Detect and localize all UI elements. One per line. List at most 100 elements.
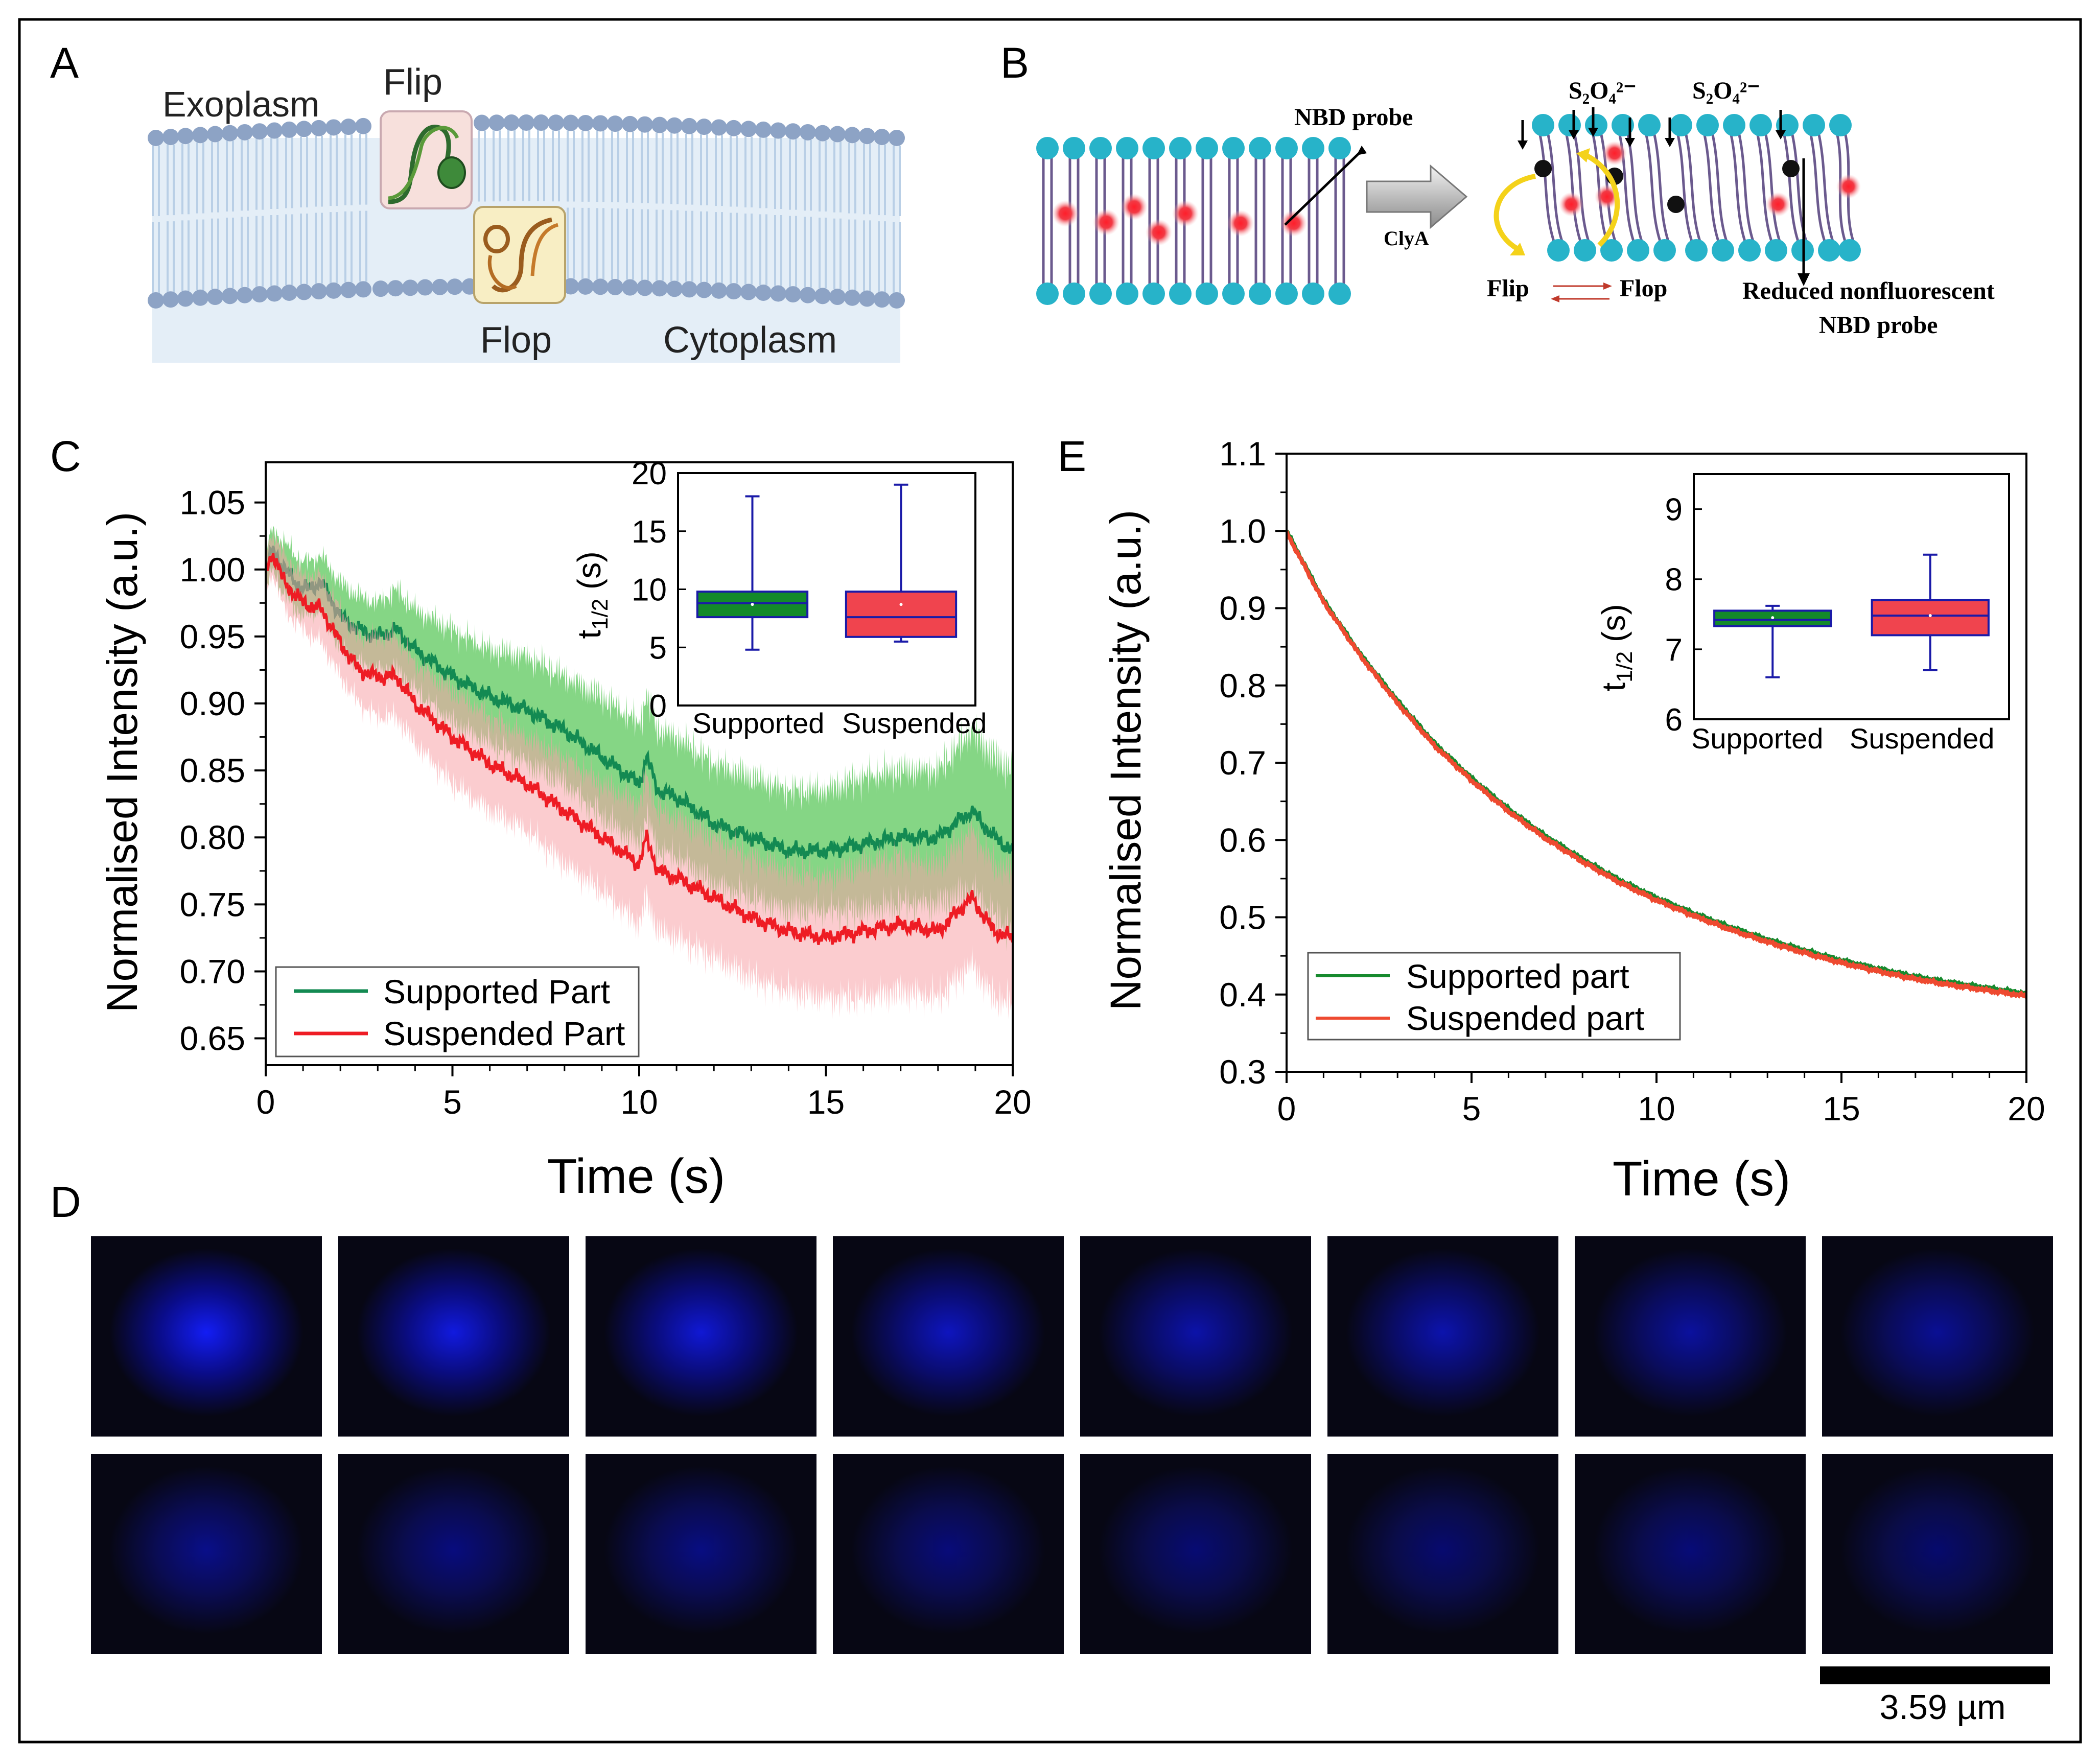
inset-y-tick-label: 7: [1665, 632, 1683, 668]
chart-c-legend-suspended: Suspended Part: [383, 1015, 625, 1052]
lipid-head: [1685, 239, 1708, 262]
microscopy-frame: [91, 1236, 322, 1437]
lipid-head: [1142, 137, 1165, 159]
pore-bilayer: [1532, 114, 1861, 262]
chart-c-legend-supported: Supported Part: [383, 973, 610, 1010]
lipid-head: [325, 282, 342, 299]
lipid-head: [1063, 283, 1085, 305]
lipid-head: [355, 117, 371, 134]
lipid-head: [518, 114, 534, 131]
microscopy-frame: [1327, 1236, 1558, 1437]
chart-e: 0 5 10 15 20 0.3 0.4 0.5 0.6 0.7 0.8 0.9 1.0 1.1 Norm…: [1102, 435, 2045, 1206]
flip-arrow-head: [1551, 295, 1559, 302]
lipid-head: [844, 127, 860, 144]
lipid-head: [1036, 137, 1059, 159]
microscopy-frame: [833, 1454, 1064, 1654]
lipid-head: [1302, 137, 1324, 159]
lipid-head: [814, 125, 831, 142]
nbd-probe: [1172, 200, 1199, 227]
lipid-head: [563, 114, 579, 131]
lipid-tail: [1782, 130, 1800, 243]
lipid-head: [711, 119, 727, 136]
lipid-head: [637, 279, 653, 296]
lipid-tail: [1755, 130, 1774, 243]
lipid-tail: [1702, 130, 1720, 243]
chart-c-axes: 0 5 10 15 20 0.65 0.70 0.75 0.80 0.85 0.90 0.95 1.00…: [180, 484, 1032, 1121]
lipid-head: [340, 281, 357, 298]
lipid-head: [207, 289, 223, 305]
y-tick-label: 0.70: [180, 952, 245, 990]
lipid-head: [770, 285, 786, 302]
dithionite-label-2: S₂O₄²⁻: [1692, 77, 1760, 104]
reduced-probe: [1782, 160, 1800, 177]
chart-c-inset-cat-supported: Supported: [692, 707, 824, 739]
clya-label: ClyA: [1384, 227, 1429, 250]
lipid-head: [1249, 137, 1271, 159]
inset-y-tick-label: 8: [1665, 562, 1683, 598]
lipid-head: [696, 281, 712, 298]
lipid-tail: [1684, 130, 1702, 243]
microscopy-frame: [91, 1454, 322, 1654]
lipid-head: [1302, 283, 1324, 305]
lipid-head: [696, 119, 712, 135]
panel-label-b: B: [1000, 39, 1029, 87]
lipid-tail: [1737, 130, 1755, 243]
lipid-head: [844, 289, 860, 306]
lipid-tail: [1675, 130, 1694, 243]
flip-flop-arrows: [1494, 148, 1620, 255]
nbd-probe-label: NBD probe: [1294, 104, 1413, 131]
lipid-head: [1275, 137, 1298, 159]
lipid-head: [874, 291, 890, 308]
lipid-head: [1547, 239, 1570, 262]
dithionite-arrows: [1518, 107, 1786, 150]
flop-arrow-head: [1603, 283, 1612, 290]
y-tick-label: 1.1: [1219, 435, 1266, 473]
nbd-probe: [1766, 192, 1790, 217]
lipid-tail: [1652, 130, 1670, 243]
y-tick-label: 0.4: [1219, 976, 1266, 1014]
lipid-head: [874, 129, 890, 146]
chart-c-series: [266, 525, 1013, 1019]
nbd-probe: [1559, 192, 1583, 217]
lipid-head: [829, 126, 846, 143]
y-tick-label: 0.75: [180, 885, 245, 923]
lipid-head: [503, 114, 520, 131]
y-tick-label: 1.05: [180, 484, 245, 522]
floppase-protein: [473, 206, 566, 304]
chart-c-inset-frame: [677, 472, 976, 707]
lipid-tail: [1564, 130, 1582, 243]
chart-c-inset-boxes: 0 5 10 15 20: [632, 456, 958, 724]
lipid-head: [1600, 239, 1623, 262]
nbd-probe: [1836, 174, 1861, 199]
nbd-probe: [1602, 141, 1627, 166]
exoplasm-label: Exoplasm: [162, 84, 319, 124]
lipid-head: [740, 121, 757, 137]
lipid-head: [281, 121, 297, 138]
chart-e-legend: Supported part Suspended part: [1307, 952, 1681, 1041]
lipid-head: [785, 123, 801, 140]
lipid-head: [340, 119, 357, 135]
lipid-head: [447, 278, 463, 295]
microscopy-frame: [1080, 1454, 1311, 1654]
y-tick-label: 0.65: [180, 1020, 245, 1057]
microscopy-frame: [586, 1236, 816, 1437]
lipid-head: [1765, 239, 1787, 262]
x-tick-label: 10: [1638, 1090, 1675, 1127]
inset-y-tick-label: 15: [632, 514, 667, 550]
inset-y-tick-label: 6: [1665, 702, 1683, 738]
flippase-protein: [380, 110, 473, 209]
lipid-head: [162, 129, 179, 146]
microscopy-frame: [338, 1236, 569, 1437]
panel-d-image-series: [91, 1236, 2053, 1654]
inset-y-tick-label: 10: [632, 573, 667, 608]
flip-label: Flip: [383, 62, 442, 103]
lipid-head: [207, 126, 223, 143]
lipid-head: [387, 280, 404, 297]
lipid-head: [1169, 283, 1192, 305]
lipid-head: [296, 121, 312, 137]
lipid-head: [311, 283, 327, 300]
reduced-label-1: Reduced nonfluorescent: [1742, 277, 1995, 304]
b-flop-label: Flop: [1620, 275, 1667, 302]
lipid-head: [800, 287, 816, 303]
lipid-head: [148, 292, 164, 309]
